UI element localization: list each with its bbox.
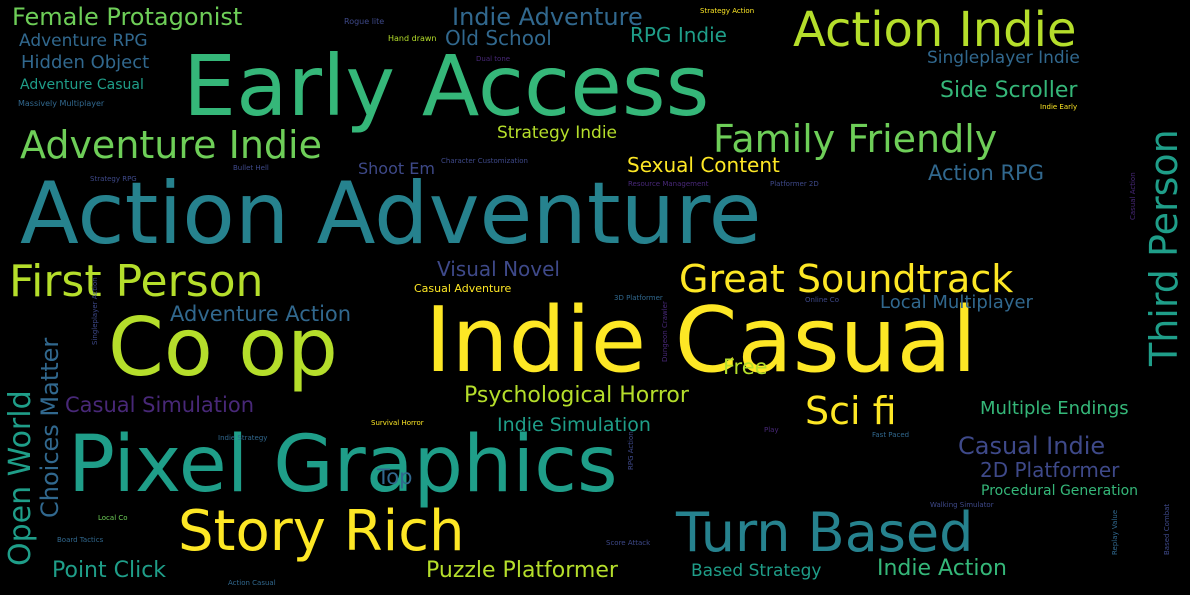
word-massively-multiplayer: Massively Multiplayer [18, 99, 105, 108]
word-first-person: First Person [9, 256, 264, 307]
word-rpg-action: RPG Action [627, 431, 635, 470]
word-action-indie: Action Indie [793, 2, 1077, 58]
word-local-co: Local Co [98, 514, 128, 522]
word-indie-early: Indie Early [1040, 103, 1078, 111]
word-psychological-horror: Psychological Horror [464, 383, 689, 408]
word-bullet-hell: Bullet Hell [233, 164, 269, 172]
word-female-protagonist: Female Protagonist [12, 3, 243, 31]
word-platformer-2d: Platformer 2D [770, 180, 819, 188]
word-adventure-casual: Adventure Casual [20, 77, 144, 93]
word-side-scroller: Side Scroller [940, 78, 1078, 103]
word-character-customization: Character Customization [441, 157, 528, 165]
word-sci-fi: Sci fi [805, 389, 897, 433]
word-casual-action: Casual Action [1129, 172, 1137, 220]
word-based-combat: Based Combat [1163, 503, 1171, 555]
word-singleplayer-action: Singleplayer Action [91, 277, 99, 345]
word-pixel-graphics: Pixel Graphics [68, 420, 618, 510]
word-adventure-indie: Adventure Indie [20, 123, 322, 167]
word-board-tactics: Board Tactics [57, 536, 104, 544]
word-replay-value: Replay Value [1111, 509, 1119, 555]
word-strategy-indie: Strategy Indie [497, 123, 618, 143]
word-survival-horror: Survival Horror [371, 419, 424, 427]
word-early-access: Early Access [183, 37, 710, 135]
word-visual-novel: Visual Novel [437, 257, 560, 281]
word-score-attack: Score Attack [606, 539, 651, 547]
word-multiple-endings: Multiple Endings [980, 398, 1129, 419]
word-2d-platformer: 2D Platformer [980, 458, 1120, 482]
word-strategy-action: Strategy Action [700, 7, 755, 15]
word-local-multiplayer: Local Multiplayer [880, 292, 1033, 313]
word-walking-simulator: Walking Simulator [930, 501, 994, 509]
word-shoot-em: Shoot Em [358, 159, 435, 178]
word-rpg-indie: RPG Indie [630, 23, 727, 47]
word-family-friendly: Family Friendly [713, 117, 998, 161]
word-great-soundtrack: Great Soundtrack [679, 257, 1014, 301]
word-dual-tone: Dual tone [476, 55, 511, 63]
word-action-casual: Action Casual [228, 579, 276, 587]
word-procedural-generation: Procedural Generation [981, 483, 1139, 499]
word-open-world: Open World [3, 390, 38, 566]
word-free: Free [723, 355, 768, 379]
word-casual-indie: Casual Indie [958, 432, 1106, 460]
word-turn-based: Turn Based [676, 501, 974, 564]
word-top: Top [377, 465, 413, 489]
word-casual-adventure: Casual Adventure [414, 282, 512, 295]
word-indie-adventure: Indie Adventure [452, 3, 643, 31]
word-point-click: Point Click [52, 558, 167, 583]
word-adventure-rpg: Adventure RPG [19, 31, 148, 51]
word-third-person: Third Person [1142, 129, 1186, 366]
word-action-rpg: Action RPG [928, 161, 1044, 185]
word-play: Play [764, 426, 779, 434]
word-singleplayer-indie: Singleplayer Indie [927, 48, 1080, 68]
word-fast-paced: Fast Paced [872, 431, 910, 439]
word-resource-management: Resource Management [628, 180, 709, 188]
word-dungeon-crawler: Dungeon Crawler [661, 301, 669, 362]
word-rogue-lite: Rogue lite [344, 17, 385, 26]
word-3d-platformer: 3D Platformer [614, 294, 663, 302]
word-indie-simulation: Indie Simulation [497, 414, 651, 436]
word-indie-casual: Indie Casual [425, 288, 977, 393]
word-old-school: Old School [445, 26, 552, 50]
word-adventure-action: Adventure Action [170, 302, 352, 326]
word-hand-drawn: Hand drawn [388, 34, 437, 43]
word-casual-simulation: Casual Simulation [65, 393, 255, 417]
word-puzzle-platformer: Puzzle Platformer [426, 558, 618, 583]
word-based-strategy: Based Strategy [691, 561, 822, 581]
word-choices-matter: Choices Matter [36, 337, 64, 518]
word-story-rich: Story Rich [178, 499, 465, 564]
word-sexual-content: Sexual Content [627, 153, 780, 177]
word-strategy-rpg: Strategy RPG [90, 175, 137, 183]
word-co-op: Co op [108, 301, 338, 394]
word-indie-action: Indie Action [877, 556, 1007, 581]
word-action-adventure: Action Adventure [20, 164, 762, 264]
word-online-co: Online Co [805, 296, 839, 304]
word-indie-strategy: Indie Strategy [218, 434, 268, 442]
word-hidden-object: Hidden Object [21, 52, 150, 73]
